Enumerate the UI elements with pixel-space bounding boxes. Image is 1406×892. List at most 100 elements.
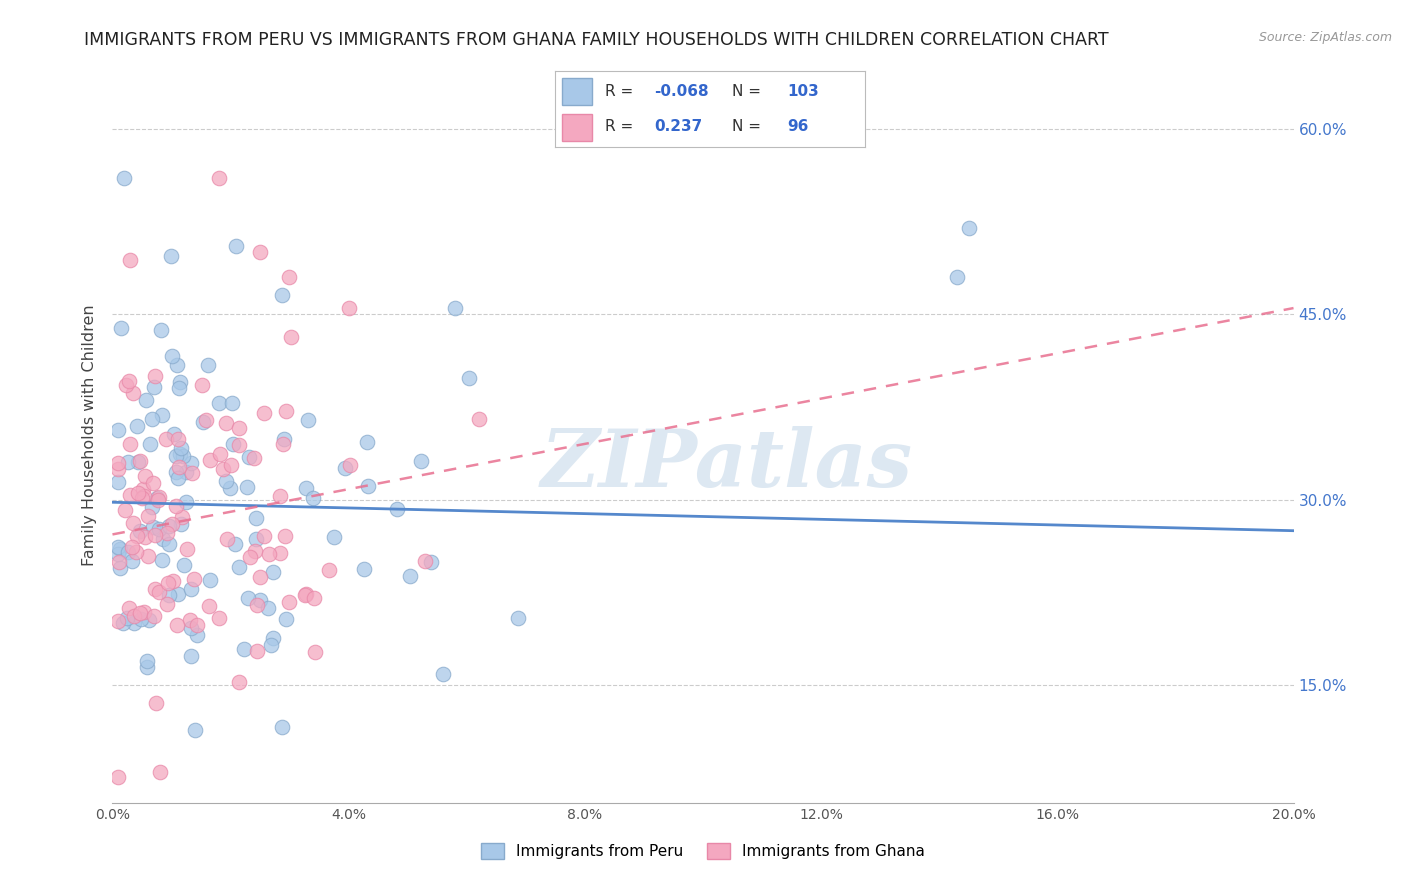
Point xyxy=(353,561,375,575)
Point xyxy=(107,475,129,490)
Point xyxy=(295,587,318,601)
Point xyxy=(304,645,326,659)
Point xyxy=(135,392,157,407)
Point xyxy=(228,421,250,435)
Text: 103: 103 xyxy=(787,85,820,99)
Point xyxy=(131,482,153,496)
Point xyxy=(217,532,239,546)
Text: 0.237: 0.237 xyxy=(654,120,703,134)
Point xyxy=(173,558,195,572)
Point xyxy=(155,432,177,446)
Point xyxy=(150,408,173,422)
Point xyxy=(232,642,254,657)
Point xyxy=(169,447,191,461)
Point xyxy=(208,171,231,186)
Point xyxy=(278,595,301,609)
Point xyxy=(198,574,221,588)
Point xyxy=(134,489,156,503)
Point xyxy=(160,349,183,363)
Text: N =: N = xyxy=(731,85,765,99)
Point xyxy=(117,544,139,558)
Point xyxy=(149,323,172,337)
Point xyxy=(146,493,169,508)
Point xyxy=(262,632,284,646)
Point xyxy=(246,644,269,658)
Text: R =: R = xyxy=(605,85,638,99)
Point xyxy=(236,591,259,605)
Point xyxy=(148,585,170,599)
Point xyxy=(129,524,152,538)
Point xyxy=(145,696,167,710)
Point xyxy=(176,541,198,556)
Point xyxy=(183,572,205,586)
Point xyxy=(190,378,212,392)
Point xyxy=(141,519,163,533)
Point xyxy=(149,764,172,779)
Point xyxy=(122,386,145,401)
Point xyxy=(107,614,129,628)
Point xyxy=(159,537,181,551)
Point xyxy=(146,491,169,505)
Point xyxy=(198,453,221,467)
Point xyxy=(339,458,361,472)
Point xyxy=(337,301,360,315)
Point xyxy=(136,549,159,563)
Point xyxy=(271,437,294,451)
Point xyxy=(239,550,262,565)
Point xyxy=(163,426,186,441)
Point xyxy=(121,554,143,568)
Point xyxy=(166,359,188,373)
Point xyxy=(273,433,295,447)
Point xyxy=(323,530,346,544)
Text: Source: ZipAtlas.com: Source: ZipAtlas.com xyxy=(1258,31,1392,45)
Point xyxy=(208,447,231,461)
Point xyxy=(214,416,236,430)
Point xyxy=(110,321,132,335)
Point xyxy=(246,599,269,613)
Point xyxy=(274,529,297,543)
Point xyxy=(165,500,187,514)
Point xyxy=(208,610,231,624)
Point xyxy=(294,588,316,602)
Point xyxy=(145,582,167,596)
Point xyxy=(167,381,190,395)
Point xyxy=(127,529,149,543)
Point xyxy=(143,380,166,394)
Point xyxy=(221,396,243,410)
Point xyxy=(136,509,159,524)
Point xyxy=(157,575,180,590)
Point xyxy=(245,510,267,524)
Point xyxy=(148,491,170,505)
Point xyxy=(159,248,181,262)
Point xyxy=(165,465,187,479)
Point xyxy=(409,454,432,468)
Point xyxy=(186,627,208,641)
Point xyxy=(141,500,163,514)
Point xyxy=(302,491,325,505)
Point xyxy=(170,517,193,532)
Point xyxy=(132,605,155,619)
Point xyxy=(107,547,129,561)
Point xyxy=(107,461,129,475)
Point xyxy=(114,503,136,517)
Point xyxy=(295,481,318,495)
Point xyxy=(135,654,157,668)
Point xyxy=(249,569,271,583)
Point xyxy=(156,525,179,540)
Point xyxy=(270,288,292,302)
Legend: Immigrants from Peru, Immigrants from Ghana: Immigrants from Peru, Immigrants from Gh… xyxy=(475,837,931,865)
Point xyxy=(215,474,238,488)
Point xyxy=(191,415,214,429)
Point xyxy=(167,459,190,474)
Text: -0.068: -0.068 xyxy=(654,85,709,99)
Point xyxy=(432,666,454,681)
Point xyxy=(118,437,141,451)
Point xyxy=(180,466,202,480)
Bar xyxy=(561,114,592,141)
Point xyxy=(165,449,187,463)
Point xyxy=(122,516,145,530)
Point xyxy=(118,488,141,502)
Point xyxy=(118,600,141,615)
Point xyxy=(180,649,202,664)
Point xyxy=(174,466,197,480)
